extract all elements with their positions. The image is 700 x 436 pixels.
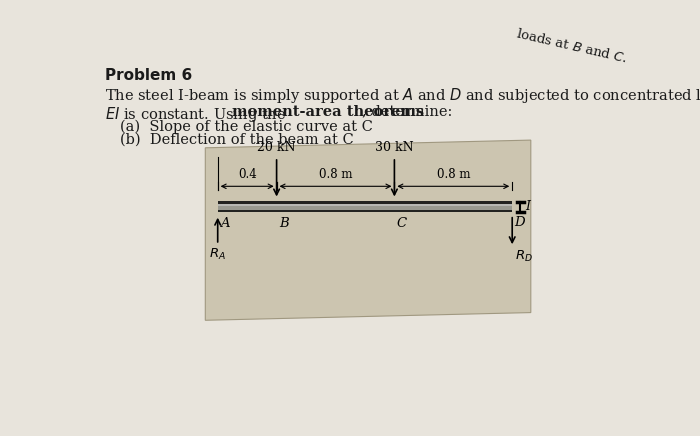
Text: moment-area theorems: moment-area theorems [232, 105, 424, 119]
Text: $R_A$: $R_A$ [209, 247, 226, 262]
Polygon shape [205, 140, 531, 320]
Bar [218, 210, 512, 212]
Bar [218, 202, 512, 212]
Text: (b)  Deflection of the beam at C: (b) Deflection of the beam at C [120, 133, 354, 146]
Text: (a)  Slope of the elastic curve at C: (a) Slope of the elastic curve at C [120, 119, 373, 134]
Text: loads at $B$ and $C$.: loads at $B$ and $C$. [514, 27, 629, 66]
Text: The steel I-beam is simply supported at $A$ and $D$ and subjected to concentrate: The steel I-beam is simply supported at … [104, 86, 700, 105]
Text: 20 kN: 20 kN [258, 141, 296, 154]
Text: C: C [397, 217, 407, 230]
Text: $R_D$: $R_D$ [514, 249, 533, 264]
Text: 0.8 m: 0.8 m [318, 168, 352, 181]
Bar [218, 204, 512, 205]
Text: A: A [220, 217, 230, 230]
Text: I: I [526, 200, 531, 213]
Text: B: B [280, 217, 290, 230]
Text: , determine:: , determine: [362, 105, 452, 119]
Bar [218, 201, 512, 204]
Text: 30 kN: 30 kN [375, 141, 414, 154]
Text: 0.8 m: 0.8 m [437, 168, 470, 181]
Text: D: D [514, 215, 525, 228]
Text: $EI$ is constant. Using the: $EI$ is constant. Using the [104, 105, 286, 124]
Text: Problem 6: Problem 6 [104, 68, 192, 83]
Text: 0.4: 0.4 [238, 168, 256, 181]
